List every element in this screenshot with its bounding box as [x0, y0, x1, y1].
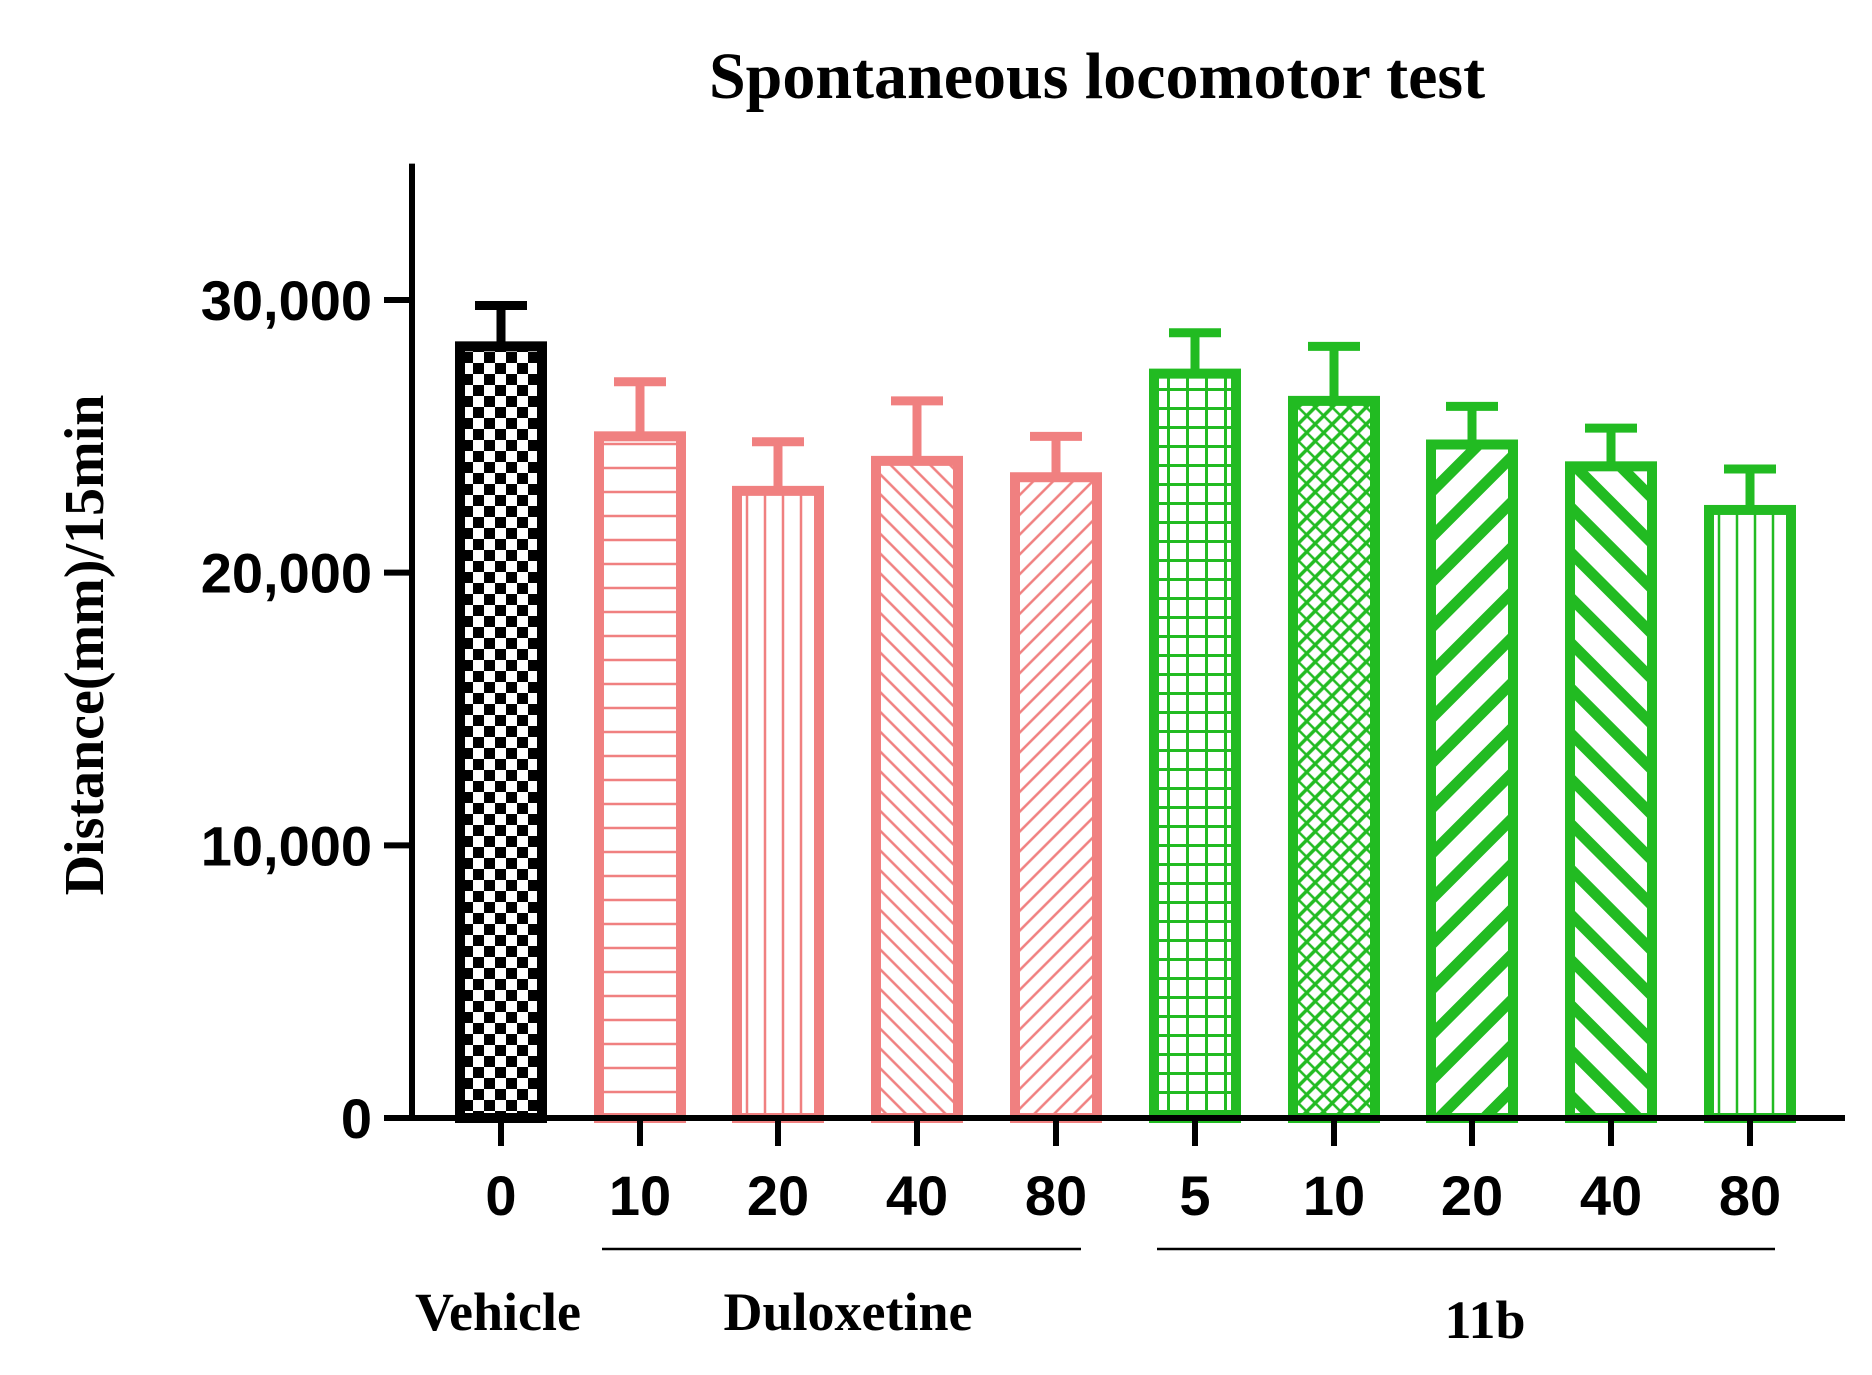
x-tick-label-9: 80 [1719, 1164, 1781, 1227]
x-tick-label-1: 10 [609, 1164, 671, 1227]
x-tick-label-3: 40 [886, 1164, 948, 1227]
bars-layer [455, 300, 1796, 1124]
group-label-1: Duloxetine [724, 1282, 973, 1342]
bar-9 [1704, 504, 1796, 1124]
bar-8 [1565, 461, 1657, 1123]
axes-layer: 0 10,000 20,000 30,000 0 10 20 40 80 5 10 20 40 80 Veh… [201, 163, 1845, 1350]
x-tick-label-5: 5 [1179, 1164, 1210, 1227]
x-tick-label-0: 0 [485, 1164, 516, 1227]
bar-0 [455, 341, 547, 1123]
bar-2 [732, 485, 824, 1124]
bar-4 [1010, 472, 1102, 1123]
x-tick-label-7: 20 [1441, 1164, 1503, 1227]
bar-7 [1426, 439, 1518, 1124]
y-tick-label-2: 20,000 [201, 542, 372, 605]
x-tick-label-6: 10 [1303, 1164, 1365, 1227]
x-tick-label-2: 20 [747, 1164, 809, 1227]
x-tick-label-4: 80 [1025, 1164, 1087, 1227]
chart-title: Spontaneous locomotor test [709, 40, 1485, 113]
x-tick-label-8: 40 [1580, 1164, 1642, 1227]
y-tick-label-0: 0 [341, 1087, 372, 1150]
y-axis-label: Distance(mm)/15min [54, 395, 116, 896]
y-tick-label-1: 10,000 [201, 814, 372, 877]
bar-1 [594, 431, 686, 1124]
group-label-0: Vehicle [415, 1282, 581, 1342]
bar-5 [1149, 368, 1241, 1123]
group-label-2: 11b [1444, 1290, 1525, 1350]
bar-3 [871, 455, 963, 1123]
bar-6 [1288, 395, 1380, 1123]
y-tick-label-3: 30,000 [201, 269, 372, 332]
